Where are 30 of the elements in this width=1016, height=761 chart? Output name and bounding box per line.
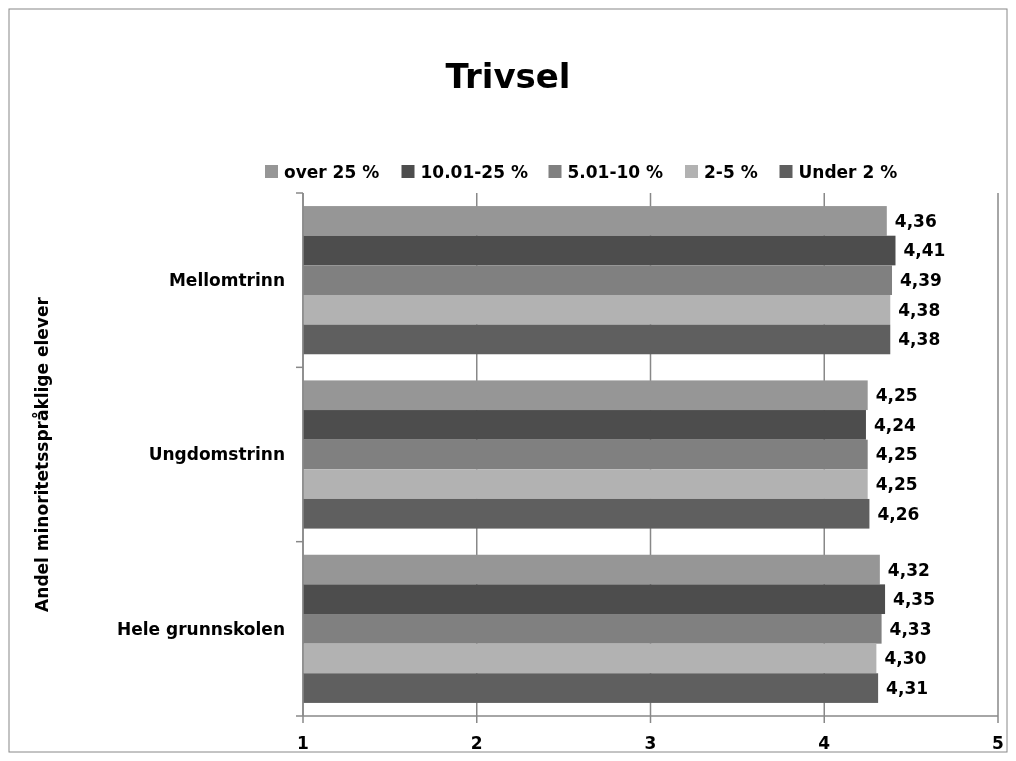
data-label: 4,36: [894, 210, 937, 231]
legend-label: 10.01-25 %: [420, 162, 528, 182]
legend-label: 5.01-10 %: [567, 162, 664, 182]
legend-label: 2-5 %: [704, 162, 758, 182]
x-tick-label: 3: [644, 733, 657, 753]
x-tick-label: 2: [470, 733, 483, 753]
data-label: 4,32: [887, 559, 930, 580]
data-label: 4,24: [873, 414, 917, 435]
data-label: 4,25: [875, 474, 918, 495]
data-label: 4,26: [877, 503, 920, 524]
y-tick-label: Ungdomstrinn: [148, 444, 285, 465]
x-tick-label: 4: [818, 733, 831, 753]
data-label: 4,38: [898, 299, 941, 320]
data-label: 4,41: [903, 240, 946, 261]
chart-title: Trivsel: [445, 56, 571, 96]
data-label: 4,39: [900, 270, 942, 291]
data-label: 4,33: [889, 618, 932, 639]
y-tick-label: Hele grunnskolen: [117, 618, 285, 639]
y-axis-title: Andel minoritetsspråklige elever: [31, 296, 52, 612]
data-label: 4,25: [875, 444, 918, 465]
legend-label: Under 2 %: [798, 162, 898, 182]
y-tick-label: Mellomtrinn: [168, 270, 285, 291]
data-label: 4,35: [893, 589, 936, 610]
data-label: 4,30: [884, 648, 927, 669]
x-tick-label: 1: [297, 733, 309, 753]
data-label: 4,38: [898, 329, 941, 350]
legend-label: over 25 %: [284, 162, 380, 182]
data-label: 4,31: [886, 678, 929, 699]
x-tick-label: 5: [992, 733, 1004, 753]
data-label: 4,25: [875, 385, 918, 406]
